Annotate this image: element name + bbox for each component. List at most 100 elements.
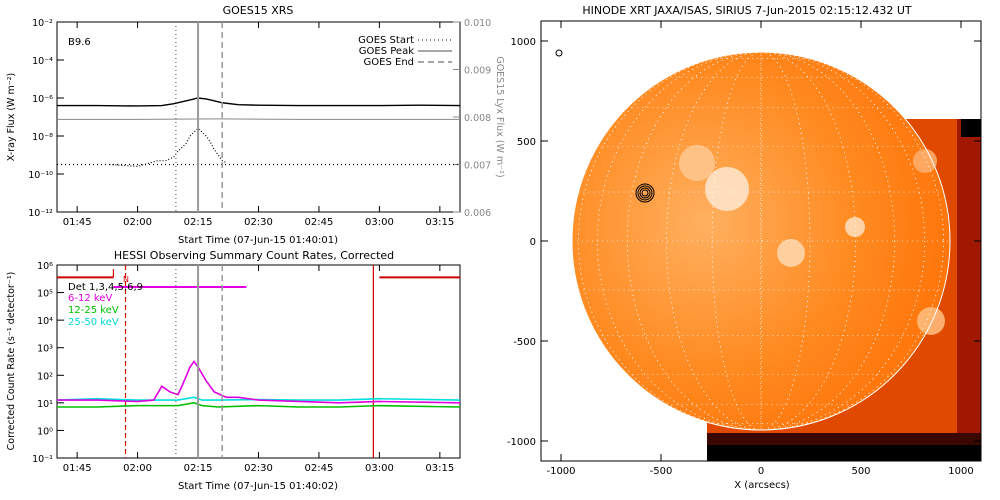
hessi-x-tick-label: 02:00 <box>123 463 152 474</box>
hessi-legend: Det 1,3,4,5,6,9 6-12 keV 12-25 keV 25-50… <box>68 282 143 328</box>
goes-x-tick-label: 03:15 <box>425 217 454 228</box>
xrt-contour <box>637 185 653 201</box>
goes-y2-tick-label: 0.010 <box>464 18 491 29</box>
xrt-longitude-line <box>666 51 856 431</box>
goes-y-tick-label: 10⁻⁴ <box>32 56 53 67</box>
hessi-y-tick-label: 10⁶ <box>37 261 53 272</box>
hessi-y-tick-label: 10⁴ <box>37 316 53 327</box>
xrt-x-tick-label: 0 <box>758 466 764 477</box>
xrt-longitude-line <box>760 51 762 431</box>
hessi-y-ticks: 10⁶ 10⁵ 10⁴ 10³ 10² 10¹ 10⁰ 10⁻¹ <box>32 261 64 465</box>
hessi-markers-group <box>175 265 223 458</box>
hessi-frame <box>56 264 461 459</box>
goes-y2-tick-label: 0.008 <box>464 113 491 124</box>
goes-legend: GOES Start GOES Peak GOES End <box>358 35 452 68</box>
goes-legend-start-label: GOES Start <box>358 35 414 46</box>
goes-panel: GOES15 XRS 01:45 02:00 02:15 02:30 02:45 03:0… <box>6 4 505 246</box>
xrt-contour <box>641 189 649 197</box>
xrt-solar-image <box>555 49 981 461</box>
xrt-y-tick-label: 1000 <box>511 37 536 48</box>
goes-x-tick-label: 02:15 <box>184 217 213 228</box>
xrt-y-tick-label: -1000 <box>507 437 536 448</box>
goes-x-tick-label: 02:45 <box>305 217 334 228</box>
goes-y-tick-label: 10⁻¹⁰ <box>28 170 53 181</box>
goes-series-group <box>57 97 460 168</box>
xrt-y-tick-label: -500 <box>513 337 536 348</box>
xrt-x-tick-label: -500 <box>650 466 673 477</box>
xrt-xlabel: X (arcsecs) <box>734 480 790 491</box>
xrt-title: HINODE XRT JAXA/ISAS, SIRIUS 7-Jun-2015 … <box>582 4 912 17</box>
goes-y-tick-label: 10⁻¹² <box>28 208 53 219</box>
goes-series-long <box>57 97 460 107</box>
goes-y-tick-label: 10⁻⁸ <box>32 132 53 143</box>
goes-y2-tick-label: 0.006 <box>464 208 491 219</box>
goes-y2-ticks: 0.010 0.009 0.008 0.007 0.006 <box>453 18 491 219</box>
hessi-y-tick-label: 10³ <box>37 344 53 355</box>
goes-legend-peak-label: GOES Peak <box>359 46 414 57</box>
hessi-y-tick-label: 10¹ <box>37 399 53 410</box>
hessi-y-tick-label: 10⁵ <box>37 289 53 300</box>
goes-x-tick-label: 03:00 <box>365 217 394 228</box>
goes-y-ticks: 10⁻² 10⁻⁴ 10⁻⁶ 10⁻⁸ 10⁻¹⁰ 10⁻¹² <box>28 18 64 219</box>
xrt-x-tick-label: 500 <box>851 466 870 477</box>
xrt-contour <box>635 183 655 203</box>
hessi-ylabel: Corrected Count Rate (s⁻¹ detector⁻¹) <box>6 272 17 451</box>
goes-legend-end-label: GOES End <box>364 57 414 68</box>
hessi-y-tick-label: 10⁻¹ <box>32 454 53 465</box>
goes-y-tick-label: 10⁻⁶ <box>32 94 53 105</box>
hessi-legend-25-50: 25-50 keV <box>68 317 119 328</box>
hessi-y-tick-label: 10⁰ <box>37 426 53 437</box>
goes-x-tick-label: 02:00 <box>123 217 152 228</box>
hessi-xlabel: Start Time (07-Jun-15 01:40:02) <box>178 481 338 492</box>
xrt-bright-region <box>913 149 937 173</box>
goes-y-tick-label: 10⁻² <box>32 18 53 29</box>
xrt-contour <box>639 187 651 199</box>
xrt-corner-black <box>961 119 981 137</box>
xrt-ticks: -1000 -500 0 500 1000 1000 500 0 -500 -1000 <box>507 21 981 477</box>
xrt-y-tick-label: 500 <box>517 137 536 148</box>
goes-y2-tick-label: 0.009 <box>464 66 491 77</box>
goes-class-label: B9.6 <box>68 37 91 48</box>
xrt-bright-region <box>917 307 945 335</box>
hessi-flag-group <box>57 265 460 458</box>
xrt-dark-edge <box>957 119 981 461</box>
xrt-bright-region <box>777 239 805 267</box>
goes-x-tick-label: 01:45 <box>63 217 92 228</box>
goes-y2label: GOES15 Lyx Flux (W m⁻²) <box>494 56 505 177</box>
xrt-bottom-black <box>707 445 981 461</box>
hessi-x-tick-label: 02:30 <box>244 463 273 474</box>
hessi-x-tick-label: 02:45 <box>305 463 334 474</box>
xrt-x-tick-label: 1000 <box>948 466 973 477</box>
hessi-series-group <box>57 360 460 408</box>
xrt-bright-region <box>705 167 749 211</box>
hessi-legend-12-25: 12-25 keV <box>68 305 119 316</box>
goes-series-short <box>109 127 227 168</box>
xrt-solar-disk <box>572 52 950 430</box>
hessi-series-6-12-keV <box>57 360 460 404</box>
xrt-small-circle <box>555 49 563 57</box>
hessi-legend-det: Det 1,3,4,5,6,9 <box>68 282 143 293</box>
goes-x-ticks: 01:45 02:00 02:15 02:30 02:45 03:00 03:15 <box>63 22 454 228</box>
xrt-x-tick-label: -1000 <box>546 466 575 477</box>
hessi-x-tick-label: 02:15 <box>184 463 213 474</box>
hessi-title: HESSI Observing Summary Count Rates, Cor… <box>114 249 394 262</box>
xrt-bright-region <box>679 145 715 181</box>
hessi-legend-6-12: 6-12 keV <box>68 293 112 304</box>
goes-x-tick-label: 02:30 <box>244 217 273 228</box>
xrt-y-tick-label: 0 <box>530 237 536 248</box>
hessi-flag-label: N <box>123 275 129 284</box>
hessi-x-tick-label: 01:45 <box>63 463 92 474</box>
goes-title: GOES15 XRS <box>223 4 294 17</box>
goes-markers-group <box>175 22 223 212</box>
hessi-x-tick-label: 03:00 <box>365 463 394 474</box>
hessi-y-tick-label: 10² <box>37 371 53 382</box>
goes-ylabel: X-ray Flux (W m⁻²) <box>6 73 17 162</box>
hessi-panel: HESSI Observing Summary Count Rates, Cor… <box>6 249 461 492</box>
xrt-panel: HINODE XRT JAXA/ISAS, SIRIUS 7-Jun-2015 … <box>507 4 982 491</box>
hessi-series-12-25-keV <box>57 402 460 408</box>
hessi-x-tick-label: 03:15 <box>425 463 454 474</box>
hessi-series-25-50-keV <box>57 396 460 401</box>
goes-y2-tick-label: 0.007 <box>464 161 491 172</box>
xrt-longitude-line <box>596 51 926 431</box>
